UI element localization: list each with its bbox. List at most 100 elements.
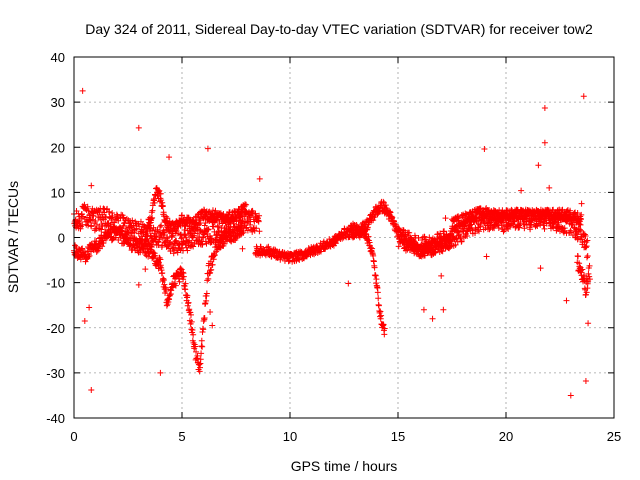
- data-point: [243, 201, 250, 208]
- data-point: [458, 238, 465, 245]
- data-point: [137, 237, 144, 244]
- data-point: [255, 218, 262, 225]
- data-point: [164, 215, 171, 222]
- outlier-point: [81, 317, 88, 324]
- outlier-point: [79, 87, 86, 94]
- data-point: [464, 228, 471, 235]
- outlier-point: [481, 146, 488, 153]
- chart-title: Day 324 of 2011, Sidereal Day-to-day VTE…: [85, 21, 593, 37]
- data-point: [576, 226, 583, 233]
- data-point: [265, 251, 272, 258]
- data-point: [583, 243, 590, 250]
- outlier-point: [345, 280, 352, 287]
- data-point: [188, 311, 194, 318]
- data-point: [218, 232, 225, 239]
- data-point: [427, 242, 434, 249]
- data-point: [452, 241, 459, 248]
- data-point: [541, 225, 548, 232]
- data-point: [460, 234, 467, 241]
- data-point: [584, 237, 591, 244]
- outlier-point: [483, 253, 490, 260]
- data-point: [179, 212, 185, 219]
- data-point: [363, 226, 370, 233]
- data-point: [196, 361, 203, 368]
- data-point: [569, 221, 576, 228]
- data-point: [227, 232, 234, 239]
- data-point: [106, 208, 113, 215]
- data-point: [371, 264, 378, 271]
- data-point: [148, 215, 155, 222]
- data-point: [123, 215, 130, 222]
- data-point: [171, 247, 178, 254]
- data-point: [193, 348, 200, 355]
- data-point: [77, 223, 84, 230]
- x-tick-label: 0: [70, 429, 77, 444]
- data-point: [238, 224, 245, 231]
- data-point: [131, 235, 138, 242]
- data-point: [157, 256, 164, 263]
- data-point: [495, 225, 502, 232]
- data-point: [249, 228, 256, 235]
- data-point: [211, 252, 218, 259]
- data-point: [208, 266, 215, 273]
- data-point: [178, 266, 185, 273]
- data-point: [567, 207, 574, 214]
- y-tick-label: 0: [58, 231, 65, 246]
- data-point: [92, 218, 99, 225]
- data-point: [400, 237, 407, 244]
- data-point: [511, 218, 518, 225]
- y-tick-label: -20: [46, 321, 65, 336]
- data-point: [185, 299, 192, 306]
- data-point: [188, 318, 195, 325]
- data-point: [564, 208, 571, 215]
- data-point: [118, 211, 125, 218]
- data-point: [243, 208, 250, 215]
- data-point: [120, 214, 127, 221]
- data-point: [176, 278, 183, 285]
- outlier-point: [88, 182, 95, 189]
- data-point: [105, 220, 112, 227]
- data-point: [81, 201, 88, 208]
- data-point: [152, 252, 159, 259]
- data-point: [586, 262, 593, 269]
- y-axis-label: SDTVAR / TECUs: [5, 181, 21, 293]
- outlier-point: [142, 266, 149, 273]
- outlier-point: [256, 175, 263, 182]
- data-point: [374, 289, 381, 296]
- data-point: [574, 209, 581, 216]
- outlier-point: [135, 124, 142, 131]
- data-point: [426, 234, 433, 241]
- data-point: [79, 245, 86, 252]
- data-point: [442, 236, 449, 243]
- data-point: [117, 226, 124, 233]
- data-point: [204, 226, 211, 233]
- data-point: [204, 277, 211, 284]
- data-point: [419, 236, 426, 243]
- data-point: [190, 224, 197, 231]
- outlier-point: [239, 245, 246, 252]
- data-point: [201, 315, 208, 322]
- data-point: [151, 250, 158, 257]
- data-point: [516, 224, 523, 231]
- data-point: [172, 282, 179, 289]
- data-point: [210, 223, 217, 230]
- data-point: [94, 221, 101, 228]
- y-tick-label: -10: [46, 276, 65, 291]
- data-point: [217, 244, 224, 251]
- y-axis-ticks: -40 -30 -20 -10 0 10 20 30 40: [46, 50, 614, 426]
- data-point: [99, 243, 106, 250]
- data-point: [168, 241, 175, 248]
- data-point: [202, 220, 209, 227]
- data-point: [129, 217, 136, 224]
- outlier-point: [86, 304, 93, 311]
- data-point: [586, 276, 593, 283]
- data-point: [199, 241, 206, 248]
- data-point: [539, 216, 545, 223]
- data-point: [231, 207, 238, 214]
- y-tick-label: 20: [51, 140, 65, 155]
- data-point: [410, 238, 417, 245]
- data-point: [86, 252, 93, 259]
- x-tick-label: 15: [391, 429, 405, 444]
- data-point: [239, 220, 246, 227]
- outlier-point: [582, 377, 589, 384]
